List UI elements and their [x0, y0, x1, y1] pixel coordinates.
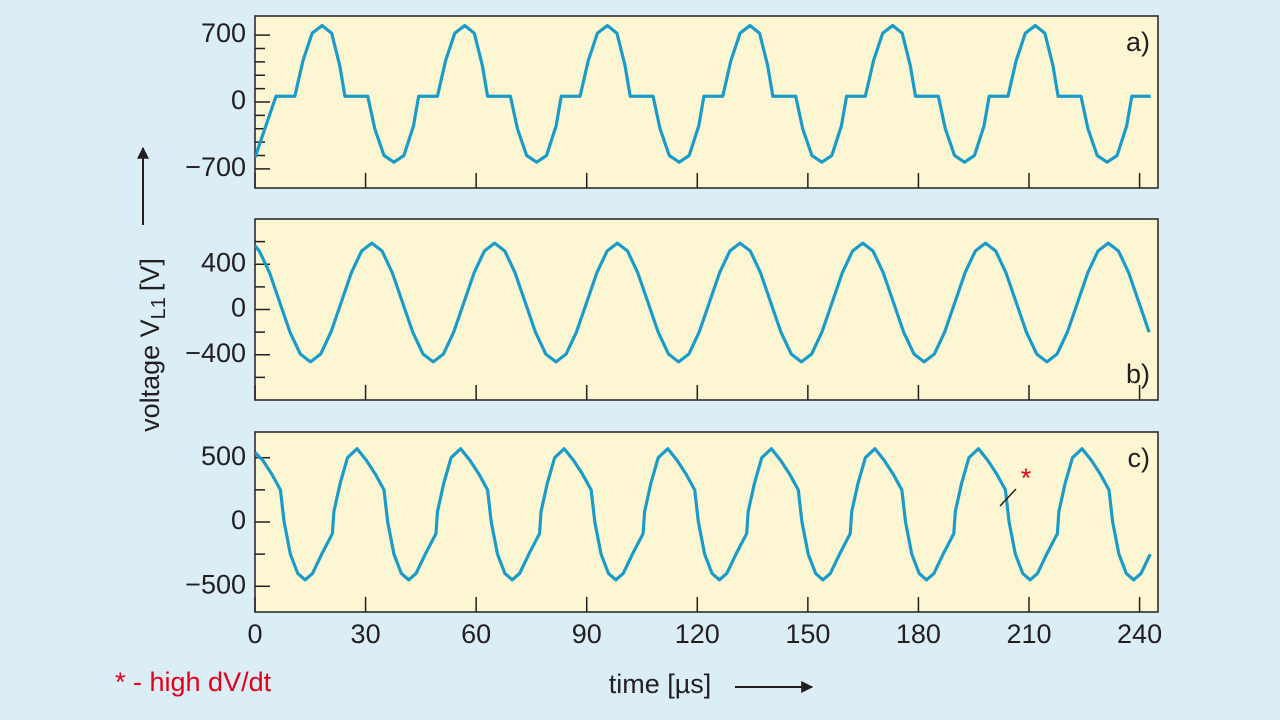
waveform — [255, 23, 1151, 164]
panel-label: b) — [1126, 359, 1150, 389]
y-tick-label: 0 — [231, 505, 246, 535]
y-label-sub: L1 — [148, 297, 170, 319]
y-label-text: voltage V — [135, 319, 165, 432]
y-axis-label: voltage VL1 [V] — [135, 258, 170, 432]
y-tick-label: −700 — [185, 152, 246, 182]
waveform — [255, 447, 1152, 582]
panel-label: a) — [1126, 27, 1150, 57]
x-tick-label: 180 — [896, 619, 941, 649]
x-tick-label: 150 — [785, 619, 830, 649]
y-tick-label: 0 — [231, 293, 246, 323]
plot-frame — [254, 431, 1159, 613]
x-tick-label: 120 — [675, 619, 720, 649]
x-tick-label: 60 — [461, 619, 491, 649]
annotation: * — [1021, 463, 1032, 493]
panel: 400 0 −400 b) — [185, 218, 1159, 401]
y-label: voltage VL1 [V] — [135, 258, 170, 432]
y-label-unit: [V] — [135, 258, 165, 291]
panel: 700 0 −700 a) — [185, 15, 1159, 189]
panel-label: c) — [1128, 443, 1151, 473]
footnote: * - high dV/dt — [115, 667, 272, 697]
x-tick-label: 30 — [351, 619, 381, 649]
x-tick-label: 210 — [1006, 619, 1051, 649]
x-tick-label: 0 — [247, 619, 262, 649]
y-tick-label: 0 — [231, 85, 246, 115]
y-tick-label: 500 — [201, 441, 246, 471]
y-tick-label: −500 — [185, 569, 246, 599]
x-tick-label: 90 — [572, 619, 602, 649]
plot-frame — [254, 15, 1159, 189]
y-tick-label: −400 — [185, 338, 246, 368]
annotation-leader — [999, 488, 1017, 507]
waveform — [255, 241, 1151, 364]
x-label: time [µs] — [609, 669, 712, 699]
y-tick-label: 700 — [201, 18, 246, 48]
x-tick-label: 240 — [1117, 619, 1162, 649]
y-tick-label: 400 — [201, 247, 246, 277]
